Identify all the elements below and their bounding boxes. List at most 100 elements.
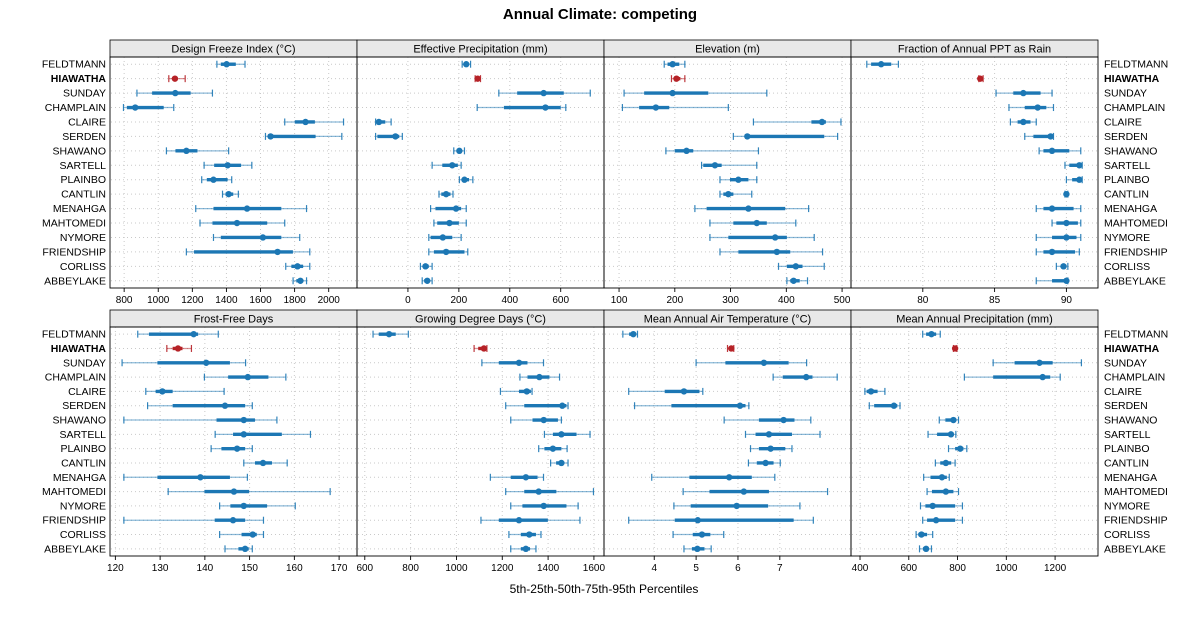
median-dot xyxy=(385,330,393,338)
series-sunday xyxy=(481,359,545,367)
site-label-left-abbeylake: ABBEYLAKE xyxy=(44,543,106,555)
median-dot xyxy=(736,402,744,409)
median-dot xyxy=(694,545,701,553)
series-feldtmann xyxy=(622,330,639,338)
axis-tick-label: 5 xyxy=(693,563,699,574)
median-dot xyxy=(224,162,231,169)
axis-tick-label: 600 xyxy=(900,563,917,574)
site-label-right-champlain: CHAMPLAIN xyxy=(1104,102,1165,114)
median-dot xyxy=(630,330,637,338)
site-label-left-serden: SERDEN xyxy=(62,131,106,143)
median-dot xyxy=(877,61,885,68)
median-dot xyxy=(890,402,898,409)
site-label-right-shawano: SHAWANO xyxy=(1104,145,1157,157)
median-dot xyxy=(190,330,197,338)
series-corliss xyxy=(777,262,825,270)
median-dot xyxy=(771,234,779,241)
series-feldtmann xyxy=(137,330,219,338)
median-dot xyxy=(540,416,547,424)
series-menahga xyxy=(489,473,545,481)
median-dot xyxy=(725,190,732,198)
site-label-right-plainbo: PLAINBO xyxy=(1104,174,1150,186)
median-dot xyxy=(542,104,549,111)
site-label-left-corliss: CORLISS xyxy=(60,529,106,541)
axis-tick-label: 200 xyxy=(666,295,683,306)
median-dot xyxy=(773,248,781,256)
median-dot xyxy=(929,502,936,510)
median-dot xyxy=(442,190,450,198)
axis-tick-label: 800 xyxy=(116,295,133,306)
series-claire xyxy=(628,387,704,395)
series-serden xyxy=(868,402,901,410)
series-mahtomedi xyxy=(926,488,960,496)
series-shawano xyxy=(510,416,562,424)
series-abbeylake xyxy=(421,277,433,285)
series-mahtomedi xyxy=(167,488,331,496)
median-dot xyxy=(745,205,752,212)
series-plainbo xyxy=(210,445,253,453)
axis-tick-label: 130 xyxy=(152,563,169,574)
panel-border xyxy=(356,56,605,289)
median-dot xyxy=(392,133,399,140)
median-dot xyxy=(463,61,470,68)
median-dot xyxy=(233,219,241,227)
series-menahga xyxy=(195,205,308,213)
median-dot xyxy=(922,545,930,553)
series-hiawatha xyxy=(474,75,482,83)
panel-elevation-m: Elevation (m) 100 200 300 400 500 xyxy=(603,39,852,306)
median-dot xyxy=(558,431,565,438)
series-menahga xyxy=(651,473,776,481)
median-dot xyxy=(790,277,797,284)
site-label-right-friendship: FRIENDSHIP xyxy=(1104,515,1168,527)
series-sartell xyxy=(700,161,758,169)
series-abbeylake xyxy=(510,545,537,553)
series-champlain xyxy=(1008,104,1055,112)
median-dot xyxy=(753,219,760,227)
series-menahga xyxy=(123,473,248,481)
site-label-left-sartell: SARTELL xyxy=(60,160,107,172)
series-friendship xyxy=(428,248,469,256)
median-dot xyxy=(241,545,249,553)
panel-effective-precipitation-mm: Effective Precipitation (mm) 0 200 400 600 xyxy=(356,39,605,306)
strip-title: Growing Degree Days (°C) xyxy=(415,314,546,326)
median-dot xyxy=(536,373,543,381)
series-claire xyxy=(284,118,345,126)
series-shawano xyxy=(165,147,230,155)
series-plainbo xyxy=(458,176,474,184)
series-nymore xyxy=(219,502,296,510)
site-label-left-plainbo: PLAINBO xyxy=(60,443,106,455)
series-menahga xyxy=(923,473,950,481)
site-label-left-claire: CLAIRE xyxy=(68,386,106,398)
median-dot xyxy=(449,162,456,169)
median-dot xyxy=(780,416,787,424)
axis-tick-label: 800 xyxy=(949,563,966,574)
site-label-right-abbeylake: ABBEYLAKE xyxy=(1104,543,1166,555)
series-shawano xyxy=(938,416,960,424)
median-dot xyxy=(274,248,281,256)
series-claire xyxy=(752,118,842,126)
site-label-right-nymore: NYMORE xyxy=(1104,500,1150,512)
series-sartell xyxy=(543,430,591,438)
series-champlain xyxy=(621,104,729,112)
median-dot xyxy=(947,431,955,438)
median-dot xyxy=(522,545,530,553)
site-label-right-mahtomedi: MAHTOMEDI xyxy=(1104,486,1168,498)
site-label-left-sunday: SUNDAY xyxy=(63,88,106,100)
series-sunday xyxy=(992,359,1083,367)
median-dot xyxy=(1048,205,1056,212)
median-dot xyxy=(523,388,530,395)
median-dot xyxy=(243,205,251,212)
median-dot xyxy=(1063,277,1070,284)
axis-tick-label: 1000 xyxy=(445,563,468,574)
median-dot xyxy=(297,277,304,284)
series-abbeylake xyxy=(292,277,308,285)
series-shawano xyxy=(1038,147,1082,155)
median-dot xyxy=(174,345,182,352)
series-serden xyxy=(146,402,253,410)
median-dot xyxy=(942,488,950,495)
median-dot xyxy=(474,75,481,82)
series-plainbo xyxy=(749,445,793,453)
axis-tick-label: 400 xyxy=(501,295,518,306)
site-label-right-friendship: FRIENDSHIP xyxy=(1104,246,1168,258)
